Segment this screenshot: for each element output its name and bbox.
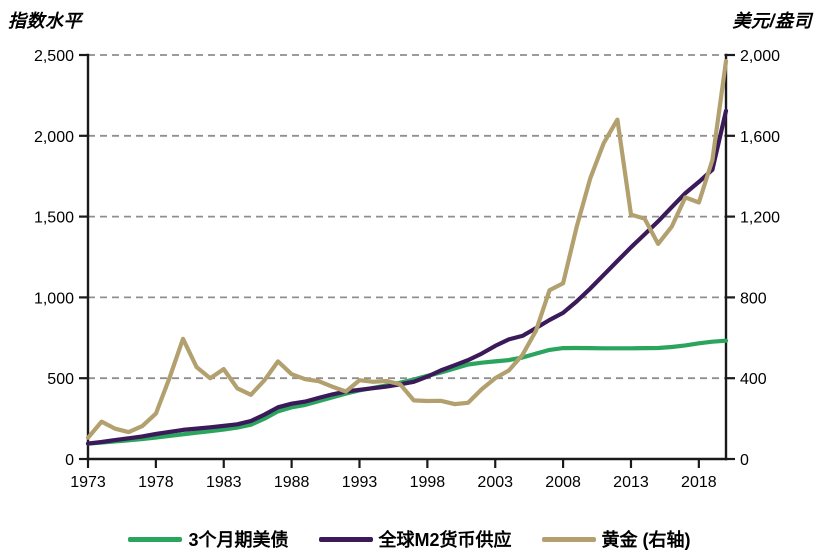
legend-swatch-gold-icon	[541, 536, 596, 542]
svg-text:1993: 1993	[342, 474, 378, 491]
legend-item-m2: 全球M2货币供应	[318, 526, 512, 552]
svg-text:1973: 1973	[70, 474, 106, 491]
svg-text:800: 800	[740, 290, 767, 307]
svg-text:1,500: 1,500	[34, 210, 74, 227]
svg-text:1,200: 1,200	[740, 210, 780, 227]
svg-text:500: 500	[47, 371, 74, 388]
left-axis-title: 指数水平	[8, 11, 82, 31]
svg-text:2,000: 2,000	[34, 129, 74, 146]
svg-text:0: 0	[65, 452, 74, 469]
svg-text:1983: 1983	[206, 474, 242, 491]
legend-item-treasury: 3个月期美债	[128, 526, 289, 552]
svg-text:400: 400	[740, 371, 767, 388]
svg-text:2,000: 2,000	[740, 48, 780, 65]
svg-text:2003: 2003	[477, 474, 513, 491]
svg-text:1998: 1998	[410, 474, 446, 491]
svg-text:2,500: 2,500	[34, 48, 74, 65]
svg-text:0: 0	[740, 452, 749, 469]
legend: 3个月期美债 全球M2货币供应 黄金 (右轴)	[0, 522, 819, 556]
svg-text:1988: 1988	[274, 474, 310, 491]
legend-label-treasury: 3个月期美债	[188, 530, 289, 550]
legend-label-m2: 全球M2货币供应	[378, 530, 512, 550]
chart-canvas: 0 500 1,000 1,500 2,000 2,500 0 400 800 1,200 1,60…	[34, 48, 780, 491]
svg-text:1,000: 1,000	[34, 290, 74, 307]
legend-item-gold: 黄金 (右轴)	[541, 526, 691, 552]
svg-text:2013: 2013	[613, 474, 649, 491]
legend-label-gold: 黄金 (右轴)	[601, 530, 691, 550]
legend-swatch-treasury-icon	[128, 536, 183, 542]
right-axis-title: 美元/盎司	[732, 11, 812, 31]
svg-text:1978: 1978	[138, 474, 174, 491]
svg-text:2018: 2018	[681, 474, 717, 491]
svg-text:2008: 2008	[545, 474, 581, 491]
legend-swatch-m2-icon	[318, 536, 373, 542]
svg-text:1,600: 1,600	[740, 129, 780, 146]
